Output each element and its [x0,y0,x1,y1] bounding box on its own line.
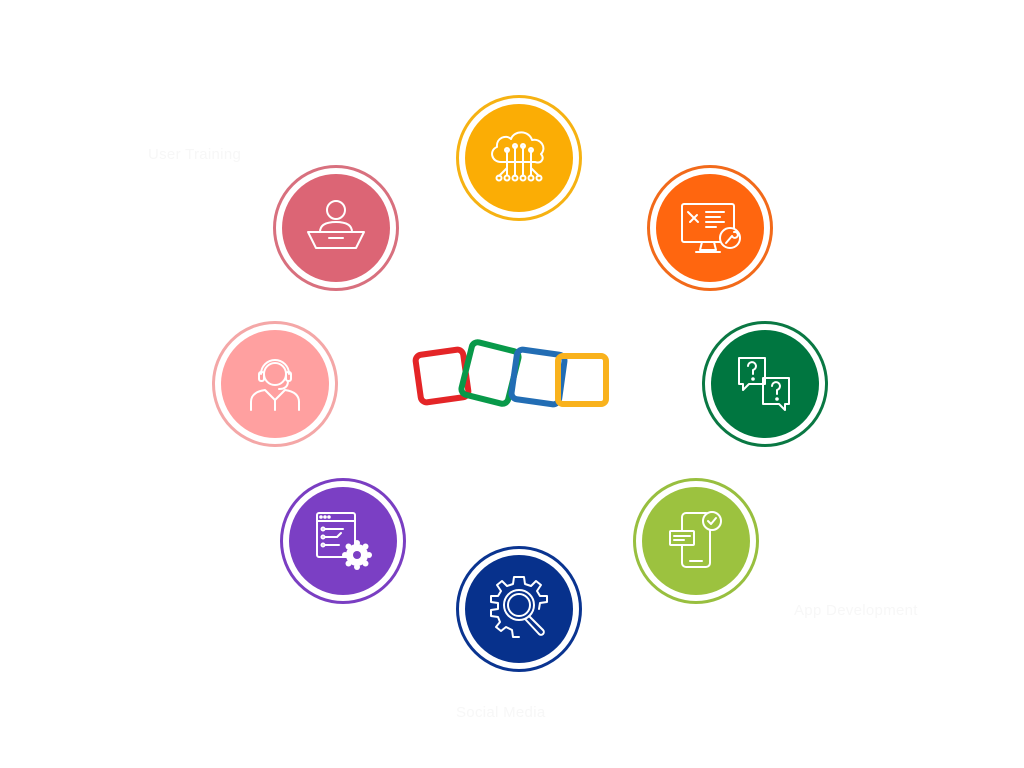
cloud-node[interactable] [456,95,582,221]
mobile-check-icon [656,501,736,581]
logo-yellow-square [555,353,609,407]
cloud-network-icon [479,118,559,198]
label-social-media: Social Media [456,704,546,721]
mobile-node[interactable] [633,478,759,604]
label-user-training: User Training [148,146,242,163]
support-node[interactable] [212,321,338,447]
headset-agent-icon [235,344,315,424]
laptop-user-icon [296,188,376,268]
dev-node[interactable] [647,165,773,291]
question-chat-icon [725,344,805,424]
logo-blue-square [508,346,568,408]
label-app-development: App Development [794,602,918,619]
qa-node[interactable] [702,321,828,447]
config-node[interactable] [280,478,406,604]
monitor-tools-icon [670,188,750,268]
laptop-node[interactable] [273,165,399,291]
zoho-squares-logo [412,339,609,408]
gear-search-icon [479,569,559,649]
browser-gear-icon [303,501,372,570]
search-node[interactable] [456,546,582,672]
